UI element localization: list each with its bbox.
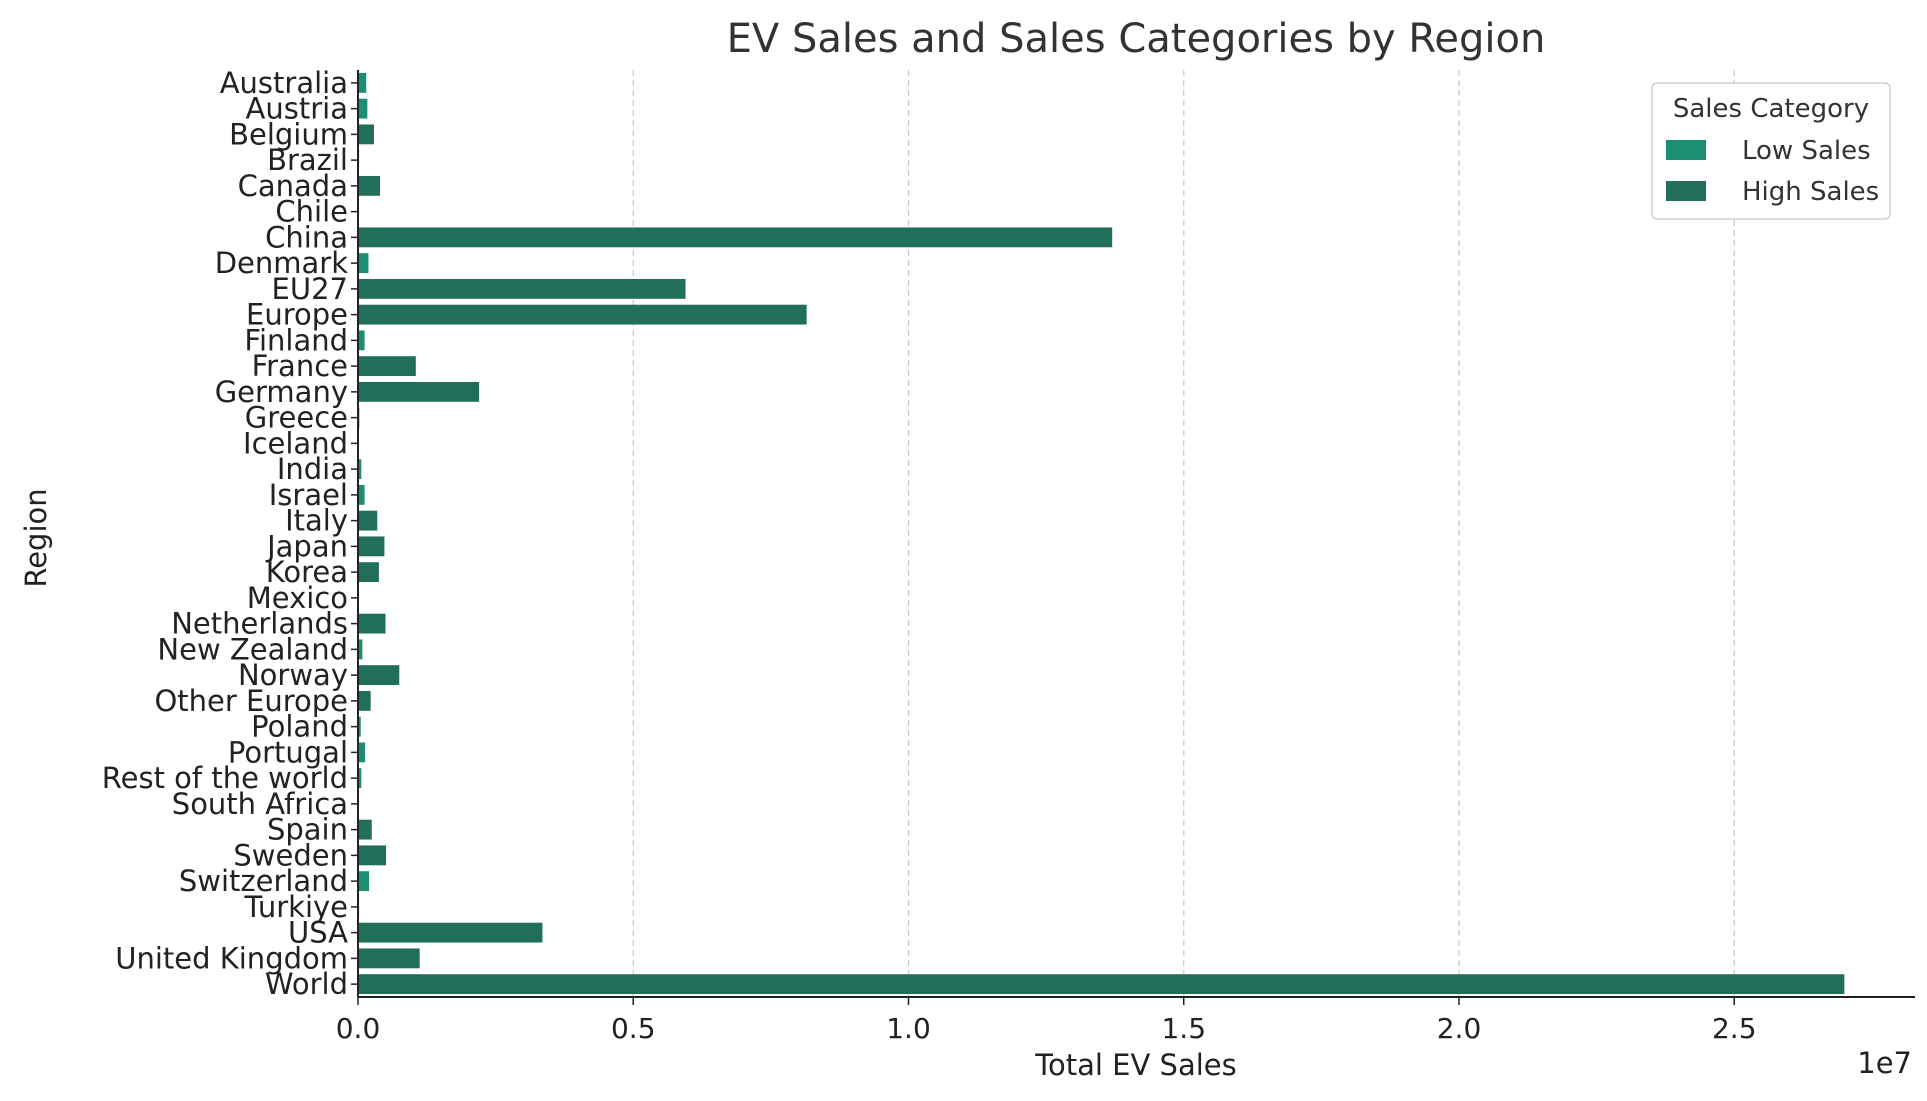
bar-rest-of-the-world [358, 768, 362, 789]
y-tick-label: Chile [275, 195, 348, 229]
bars [358, 72, 1845, 995]
y-tick-label: Greece [245, 401, 348, 435]
x-tick-label: 2.5 [1712, 1012, 1757, 1045]
y-tick-label: Austria [246, 92, 348, 126]
y-tick-labels: AustraliaAustriaBelgiumBrazilCanadaChile… [102, 66, 358, 1001]
y-tick-label: Canada [238, 169, 348, 203]
y-tick-label: Norway [238, 658, 348, 692]
x-tick-label: 2.0 [1437, 1012, 1482, 1045]
y-tick-label: France [252, 349, 348, 383]
legend-title: Sales Category [1673, 94, 1869, 124]
bar-usa [358, 922, 543, 943]
y-tick-label: Brazil [267, 143, 348, 177]
bar-other-europe [358, 690, 371, 711]
bar-spain [358, 819, 372, 840]
y-tick-label: Australia [220, 66, 348, 100]
bar-china [358, 227, 1113, 248]
bar-japan [358, 536, 385, 557]
bar-israel [358, 484, 365, 505]
bar-portugal [358, 742, 366, 763]
bar-belgium [358, 124, 374, 145]
bar-korea [358, 562, 379, 583]
bar-eu27 [358, 278, 686, 299]
legend-label-high-sales: High Sales [1742, 177, 1879, 207]
y-tick-label: Belgium [229, 117, 348, 151]
x-grid-lines [632, 70, 1735, 997]
legend-box [1651, 82, 1891, 220]
y-tick-label: Iceland [243, 426, 348, 460]
x-axis-title: Total EV Sales [1034, 1048, 1237, 1082]
bar-norway [358, 665, 400, 686]
bar-new-zealand [358, 639, 363, 660]
y-tick-label: Turkiye [244, 890, 348, 924]
bar-denmark [358, 253, 369, 274]
y-tick-label: Mexico [247, 581, 348, 615]
y-tick-label: USA [288, 916, 348, 950]
x-tick-label: 1.5 [1161, 1012, 1206, 1045]
y-tick-label: Rest of the world [102, 761, 348, 795]
y-tick-label: Denmark [215, 246, 348, 280]
y-tick-label: Israel [269, 478, 348, 512]
x-tick-label: 1.0 [886, 1012, 931, 1045]
bar-switzerland [358, 871, 370, 892]
bar-canada [358, 175, 381, 196]
y-tick-label: Switzerland [179, 864, 348, 898]
y-tick-label: World [265, 967, 348, 1001]
y-tick-label: Korea [266, 555, 348, 589]
legend-swatch-low-sales [1666, 140, 1706, 160]
y-tick-label: EU27 [272, 272, 348, 306]
bar-united-kingdom [358, 948, 420, 969]
y-tick-label: Italy [285, 504, 348, 538]
x-tick-labels: 0.0 0.5 1.0 1.5 2.0 2.5 [336, 997, 1757, 1045]
y-tick-label: Poland [251, 710, 348, 744]
legend-swatch-high-sales [1666, 181, 1706, 201]
y-tick-label: Other Europe [154, 684, 348, 718]
y-tick-label: Finland [244, 323, 348, 357]
y-axis-title: Region [19, 488, 53, 587]
y-tick-label: Sweden [233, 838, 348, 872]
chart-title: EV Sales and Sales Categories by Region [727, 16, 1546, 62]
bar-finland [358, 330, 365, 351]
bar-netherlands [358, 613, 386, 634]
x-tick-label: 0.5 [611, 1012, 656, 1045]
y-tick-label: India [277, 452, 348, 486]
y-tick-label: Portugal [228, 735, 348, 769]
bar-poland [358, 716, 361, 737]
x-axis-offset: 1e7 [1857, 1046, 1912, 1080]
y-tick-label: South Africa [172, 787, 348, 821]
y-tick-label: Europe [246, 298, 348, 332]
bar-europe [358, 304, 807, 325]
bar-australia [358, 72, 367, 93]
bar-germany [358, 381, 480, 402]
y-tick-label: United Kingdom [115, 941, 348, 975]
x-tick-label: 0.0 [336, 1012, 381, 1045]
y-tick-label: Netherlands [171, 607, 348, 641]
y-tick-label: New Zealand [157, 632, 348, 666]
bar-italy [358, 510, 378, 531]
y-tick-label: Spain [267, 813, 348, 847]
bar-france [358, 356, 416, 377]
legend-label-low-sales: Low Sales [1742, 136, 1871, 166]
bar-world [358, 974, 1845, 995]
y-tick-label: Germany [215, 375, 348, 409]
y-tick-label: China [265, 220, 348, 254]
bar-india [358, 459, 362, 480]
bar-austria [358, 98, 368, 119]
legend: Sales Category Low Sales High Sales [1651, 82, 1891, 220]
bar-sweden [358, 845, 387, 866]
y-tick-label: Japan [265, 529, 348, 563]
